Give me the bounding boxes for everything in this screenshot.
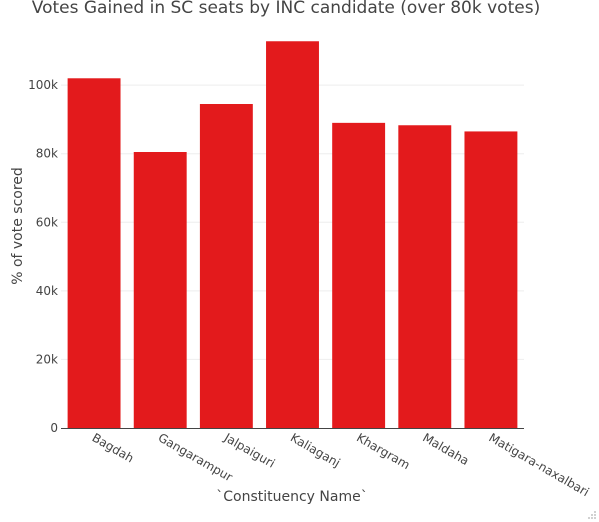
x-tick-label: Kaliaganj [288, 430, 343, 470]
x-tick-label: Khargram [354, 430, 412, 472]
bar-bagdah[interactable] [67, 78, 121, 429]
bar-maldaha[interactable] [398, 125, 452, 428]
chart-title: Votes Gained in SC seats by INC candidat… [32, 0, 540, 18]
bar-jalpaiguri[interactable] [199, 104, 253, 428]
resize-handle-icon[interactable] [587, 510, 597, 520]
bar-gangarampur[interactable] [133, 152, 187, 428]
x-axis-title: `Constituency Name` [216, 489, 367, 505]
x-tick-label: Bagdah [90, 430, 137, 465]
bar-kaliaganj[interactable] [266, 41, 319, 428]
y-tick-label: 0 [50, 421, 58, 435]
y-tick-label: 80k [36, 147, 58, 161]
bars [67, 41, 518, 429]
y-tick-label: 100k [28, 78, 58, 92]
x-tick-label: Maldaha [420, 430, 471, 468]
bar-khargram[interactable] [332, 122, 386, 428]
x-tick-label: Jalpaiguri [221, 430, 277, 471]
bar-matigara-naxalbari[interactable] [464, 131, 518, 428]
y-tick-label: 40k [36, 284, 58, 298]
y-axis-title: % of vote scored [10, 167, 26, 285]
y-tick-label: 60k [36, 215, 58, 229]
y-axis-ticks: 0 20k 40k 60k 80k 100k [28, 78, 58, 435]
y-tick-label: 20k [36, 352, 58, 366]
x-tick-label: Matigara-naxalbari [486, 430, 591, 499]
